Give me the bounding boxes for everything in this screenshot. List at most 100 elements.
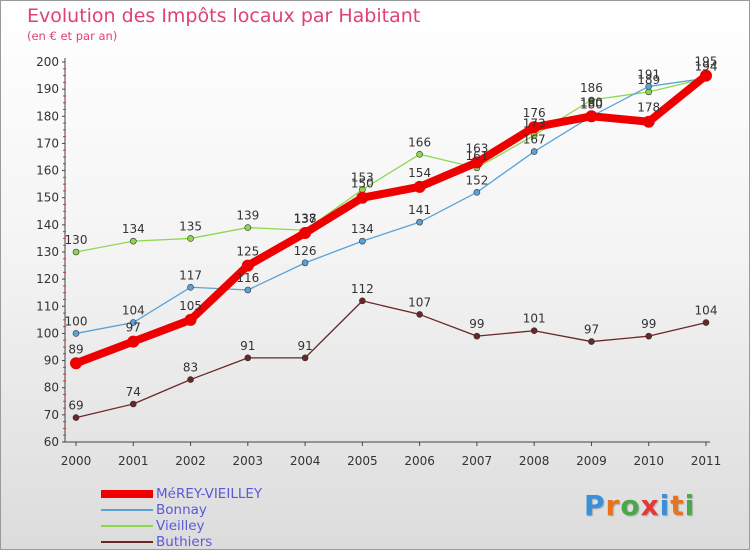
data-label: 107 (408, 295, 431, 309)
data-point (301, 354, 309, 362)
legend-label: Bonnay (156, 502, 207, 518)
y-tick-label: 80 (44, 381, 59, 395)
x-tick-label: 2001 (118, 454, 149, 468)
data-point (244, 224, 252, 231)
data-point (645, 83, 653, 90)
series-line-buthiers (75, 300, 707, 419)
x-tick-label: 2009 (576, 454, 607, 468)
y-tick-label: 70 (44, 408, 59, 422)
y-tick-label: 170 (36, 136, 59, 150)
data-label: 178 (637, 101, 660, 115)
data-point (72, 414, 80, 421)
data-point (187, 235, 194, 242)
data-point (588, 338, 595, 345)
y-tick-label: 190 (36, 82, 59, 96)
data-label: 152 (465, 173, 488, 187)
y-tick-label: 130 (36, 245, 59, 259)
data-label: 104 (122, 304, 145, 318)
data-point (642, 115, 655, 128)
data-label: 186 (580, 81, 603, 95)
y-tick-label: 90 (44, 354, 59, 368)
data-label: 194 (695, 59, 718, 73)
x-tick-label: 2008 (519, 454, 550, 468)
chart-subtitle: (en € et par an) (27, 29, 118, 43)
data-label: 180 (580, 97, 603, 111)
data-point (184, 313, 197, 326)
logo-letter: i (659, 489, 671, 522)
data-label: 99 (641, 317, 656, 331)
y-tick-label: 200 (36, 55, 59, 69)
data-label: 101 (523, 312, 546, 326)
data-point (359, 237, 366, 245)
data-point (528, 121, 541, 134)
legend-swatch (101, 541, 153, 543)
data-label: 134 (351, 222, 374, 236)
data-point (473, 332, 481, 340)
x-tick-label: 2006 (404, 454, 435, 468)
legend-label: Vieilley (156, 518, 205, 534)
data-point (244, 354, 252, 362)
y-tick-label: 140 (36, 218, 59, 232)
y-tick-label: 150 (36, 191, 59, 205)
y-tick-label: 120 (36, 272, 59, 286)
data-label: 195 (695, 55, 718, 69)
data-point (241, 259, 254, 272)
data-label: 74 (126, 385, 141, 399)
data-point (359, 297, 366, 305)
data-label: 135 (179, 219, 202, 233)
series-line-mérey-vieilley (72, 71, 710, 368)
x-tick-label: 2000 (61, 454, 92, 468)
series-line-bonnay (75, 77, 707, 335)
data-labels-layer: 69 74 83 91 91 112 107 99 101 97 99 104 130 134 135 139… (65, 55, 718, 413)
y-tick-label: 110 (36, 299, 59, 313)
data-label: 191 (637, 67, 660, 81)
data-point (473, 188, 481, 196)
x-tick-label: 2010 (633, 454, 664, 468)
data-point (356, 191, 369, 204)
data-label: 161 (465, 149, 488, 163)
data-label: 153 (351, 171, 374, 185)
proxiti-logo: Proxiti (584, 489, 695, 522)
series-line-vieilley (75, 77, 707, 253)
data-label: 117 (179, 268, 202, 282)
data-point (413, 180, 426, 193)
data-point (645, 332, 653, 340)
data-point (187, 376, 194, 383)
data-label: 138 (294, 211, 317, 225)
logo-letter: t (670, 489, 685, 522)
data-label: 69 (68, 399, 83, 413)
data-point (700, 69, 712, 82)
data-label: 154 (408, 166, 431, 180)
data-label: 91 (297, 339, 312, 353)
data-label: 125 (236, 245, 259, 259)
data-point (585, 110, 598, 123)
data-label: 150 (351, 177, 374, 191)
data-label: 163 (465, 141, 488, 155)
data-label: 166 (408, 135, 431, 149)
data-point (244, 286, 252, 294)
data-label: 194 (695, 59, 718, 73)
data-point (72, 248, 80, 256)
y-tick-label: 60 (44, 435, 59, 449)
y-tick-label: 180 (36, 109, 59, 123)
x-tick-label: 2007 (462, 454, 493, 468)
data-label: 141 (408, 203, 431, 217)
data-label: 104 (695, 304, 718, 318)
data-point (129, 319, 137, 326)
logo-letter: P (584, 489, 606, 522)
data-label: 91 (240, 339, 255, 353)
data-label: 173 (523, 116, 546, 130)
logo-letter: o (620, 489, 641, 522)
data-label: 83 (183, 361, 198, 375)
data-point (588, 96, 595, 104)
x-tick-label: 2005 (347, 454, 378, 468)
data-point (129, 400, 137, 408)
logo-letter: x (640, 489, 660, 522)
data-label: 112 (351, 282, 374, 296)
data-point (301, 259, 309, 267)
data-label: 97 (584, 323, 599, 337)
logo-letter: r (605, 489, 621, 522)
data-point (187, 283, 194, 291)
